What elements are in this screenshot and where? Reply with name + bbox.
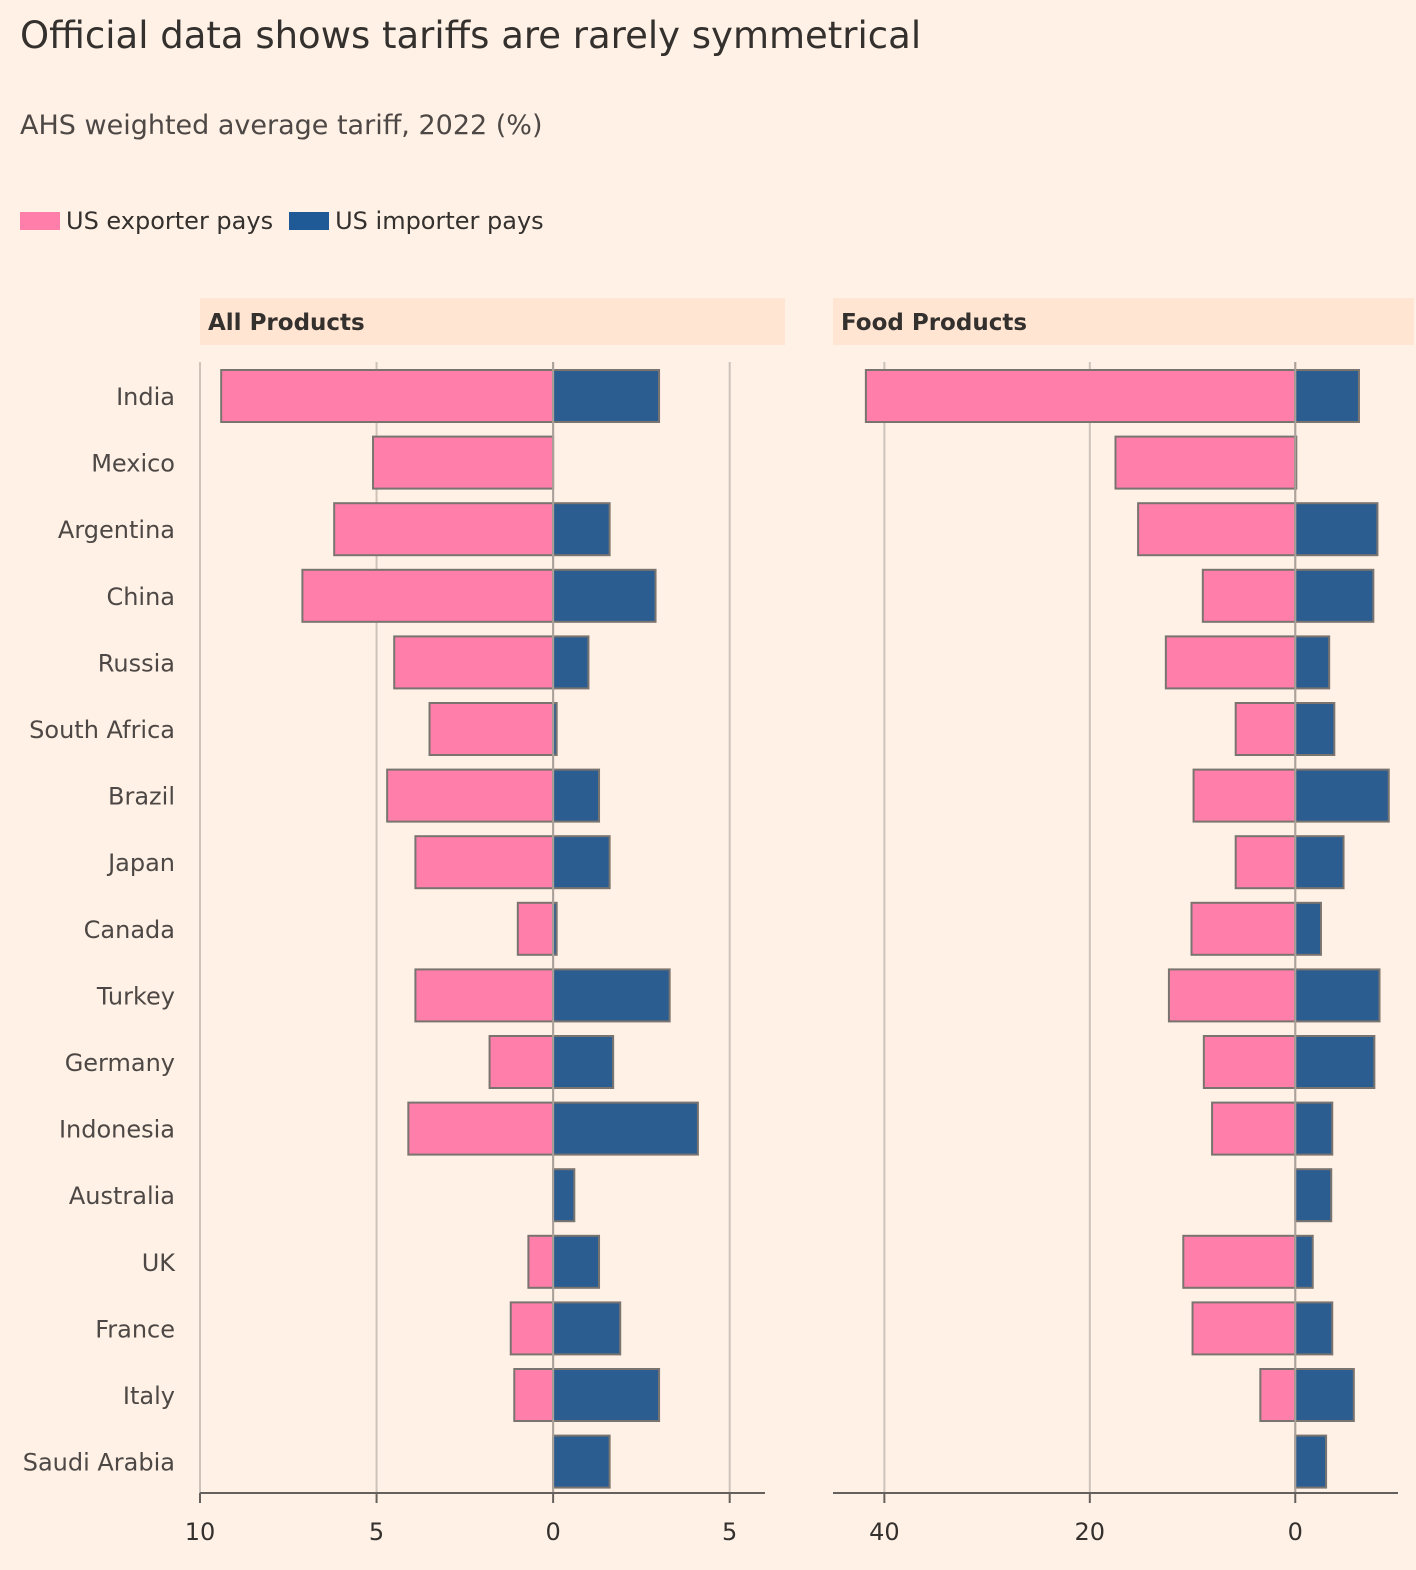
x-tick-label-all-products-5: 5 [722, 1518, 737, 1546]
chart-title: Official data shows tariffs are rarely s… [20, 14, 922, 57]
bar-all-products-exporter-germany [488, 1035, 555, 1089]
bar-food-products-importer-indonesia [1294, 1101, 1334, 1156]
bar-all-products-importer-brazil [552, 768, 601, 823]
category-label-china: China [106, 583, 175, 611]
category-label-indonesia: Indonesia [59, 1116, 175, 1144]
bar-food-products-importer-china [1294, 568, 1375, 623]
category-label-germany: Germany [65, 1049, 175, 1077]
bar-food-products-importer-south-africa [1294, 702, 1336, 756]
category-label-argentina: Argentina [58, 516, 175, 544]
bar-food-products-importer-canada [1294, 901, 1322, 956]
bar-food-products-importer-france [1294, 1301, 1334, 1356]
bar-food-products-exporter-south-africa [1234, 702, 1297, 756]
bar-food-products-importer-argentina [1294, 502, 1379, 557]
legend-item-exporter: US exporter pays [20, 207, 273, 235]
bar-food-products-importer-russia [1294, 635, 1331, 690]
bar-all-products-exporter-mexico [372, 435, 555, 490]
bar-all-products-importer-turkey [552, 968, 671, 1023]
bar-all-products-importer-argentina [552, 502, 611, 557]
bar-all-products-importer-italy [552, 1368, 661, 1422]
x-tick-label-food-products--40: 40 [869, 1518, 900, 1546]
bar-food-products-exporter-turkey [1167, 968, 1297, 1023]
category-label-turkey: Turkey [96, 982, 175, 1010]
bar-all-products-exporter-china [301, 568, 555, 623]
bar-all-products-importer-indonesia [552, 1101, 699, 1156]
bar-food-products-importer-uk [1294, 1234, 1314, 1289]
category-label-japan: Japan [106, 849, 175, 877]
bar-all-products-importer-australia [552, 1168, 576, 1223]
category-label-italy: Italy [123, 1382, 175, 1410]
legend-swatch-importer [289, 212, 330, 230]
bar-all-products-exporter-france [509, 1301, 555, 1356]
category-label-brazil: Brazil [108, 783, 175, 811]
bar-food-products-exporter-russia [1164, 635, 1297, 690]
bar-all-products-importer-japan [552, 835, 611, 890]
x-tick-label-all-products--5: 5 [369, 1518, 384, 1546]
bar-all-products-importer-germany [552, 1035, 615, 1089]
panel-title-all-products: All Products [208, 310, 365, 336]
bar-food-products-importer-saudi-arabia [1294, 1434, 1328, 1489]
bar-food-products-importer-japan [1294, 835, 1345, 890]
x-tick-label-food-products--20: 20 [1075, 1518, 1106, 1546]
category-label-australia: Australia [69, 1182, 175, 1210]
bar-food-products-exporter-uk [1182, 1234, 1297, 1289]
bar-food-products-importer-brazil [1294, 768, 1390, 823]
chart-subtitle: AHS weighted average tariff, 2022 (%) [20, 110, 543, 141]
bar-food-products-exporter-japan [1234, 835, 1297, 890]
bar-all-products-exporter-brazil [386, 768, 555, 823]
bar-all-products-importer-france [552, 1301, 622, 1356]
bar-food-products-exporter-italy [1259, 1368, 1297, 1422]
bar-all-products-exporter-south-africa [428, 702, 555, 756]
bar-food-products-importer-india [1294, 369, 1360, 423]
category-label-south-africa: South Africa [29, 716, 175, 744]
category-label-saudi-arabia: Saudi Arabia [23, 1449, 175, 1477]
bar-food-products-exporter-china [1201, 568, 1297, 623]
category-label-india: India [116, 383, 175, 411]
legend: US exporter pays US importer pays [20, 207, 544, 235]
bar-food-products-exporter-argentina [1137, 502, 1297, 557]
panel-title-food-products: Food Products [841, 310, 1027, 336]
bar-all-products-exporter-japan [414, 835, 555, 890]
bar-all-products-importer-india [552, 369, 661, 423]
bar-all-products-exporter-india [220, 369, 555, 423]
bar-all-products-importer-saudi-arabia [552, 1434, 611, 1489]
category-label-mexico: Mexico [91, 450, 175, 478]
bar-all-products-exporter-russia [393, 635, 555, 690]
bar-all-products-exporter-indonesia [407, 1101, 555, 1156]
bar-food-products-importer-germany [1294, 1035, 1376, 1089]
bar-food-products-exporter-india [864, 369, 1297, 423]
category-label-russia: Russia [98, 649, 175, 677]
bar-all-products-exporter-turkey [414, 968, 555, 1023]
bar-all-products-exporter-argentina [333, 502, 555, 557]
legend-label-exporter: US exporter pays [66, 207, 274, 235]
bar-all-products-exporter-uk [527, 1234, 555, 1289]
x-tick-label-all-products--10: 10 [185, 1518, 216, 1546]
bar-food-products-importer-australia [1294, 1168, 1333, 1223]
bar-food-products-exporter-canada [1190, 901, 1297, 956]
bar-food-products-exporter-indonesia [1211, 1101, 1297, 1156]
bar-all-products-importer-russia [552, 635, 590, 690]
x-tick-label-all-products-0: 0 [545, 1518, 560, 1546]
bar-food-products-importer-italy [1294, 1368, 1355, 1422]
legend-swatch-exporter [20, 212, 60, 230]
bar-food-products-exporter-brazil [1192, 768, 1297, 823]
bar-food-products-exporter-mexico [1114, 435, 1297, 490]
bar-food-products-exporter-germany [1202, 1035, 1297, 1089]
bar-all-products-exporter-italy [513, 1368, 555, 1422]
category-label-uk: UK [142, 1249, 177, 1277]
panel-header-all-products [200, 298, 785, 345]
panel-header-food-products [833, 298, 1414, 345]
category-label-france: France [95, 1315, 175, 1343]
bar-food-products-exporter-france [1191, 1301, 1297, 1356]
bar-all-products-exporter-canada [516, 901, 555, 956]
x-tick-label-food-products-0: 0 [1288, 1518, 1303, 1546]
bar-all-products-importer-uk [552, 1234, 601, 1289]
legend-item-importer: US importer pays [289, 207, 544, 235]
bar-all-products-importer-china [552, 568, 657, 623]
bar-food-products-importer-turkey [1294, 968, 1381, 1023]
legend-label-importer: US importer pays [335, 207, 544, 235]
category-label-canada: Canada [84, 916, 175, 944]
